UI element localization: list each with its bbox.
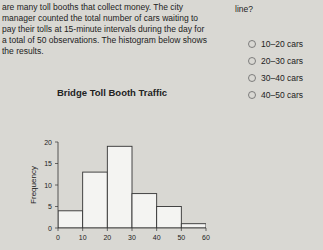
question: line? [235, 4, 253, 14]
y-tick-label: 5 [48, 203, 52, 210]
y-tick [55, 228, 58, 229]
bar [107, 146, 132, 228]
x-tick-label: 20 [103, 234, 111, 241]
x-tick-label: 10 [79, 234, 87, 241]
y-tick [55, 185, 58, 186]
y-tick-label: 15 [44, 160, 52, 167]
paragraph-line: are many toll booths that collect money.… [2, 2, 184, 12]
paragraph-line: a total of 50 observations. The histogra… [2, 35, 207, 45]
x-tick-label: 60 [202, 234, 210, 241]
x-tick-label: 30 [128, 234, 136, 241]
x-tick [156, 228, 157, 231]
y-tick-label: 20 [44, 139, 52, 146]
y-tick-label: 10 [44, 182, 52, 189]
paragraph-line: the results. [2, 46, 44, 56]
option: 20–30 cars [261, 56, 303, 66]
x-tick-label: 50 [177, 234, 185, 241]
y-tick [55, 142, 58, 143]
x-tick-label: 40 [153, 234, 161, 241]
paragraph-line: pay their tolls at 15-minute intervals d… [2, 24, 204, 34]
bar [132, 194, 157, 228]
radio-button[interactable] [249, 75, 256, 82]
bar [58, 211, 83, 228]
radio-button[interactable] [249, 58, 256, 65]
radio-button[interactable] [249, 41, 256, 48]
y-tick [55, 163, 58, 164]
option: 10–20 cars [261, 39, 303, 49]
x-tick [82, 228, 83, 231]
bar [83, 172, 108, 228]
bar [157, 207, 182, 229]
x-tick [107, 228, 108, 231]
x-tick [181, 228, 182, 231]
paragraph-line: manager counted the total number of cars… [2, 13, 198, 23]
x-tick-label: 0 [56, 234, 60, 241]
x-tick [58, 228, 59, 231]
radio-button[interactable] [249, 92, 256, 99]
y-tick [55, 206, 58, 207]
bars [58, 146, 206, 228]
x-tick [206, 228, 207, 231]
y-tick-label: 0 [48, 225, 52, 232]
chart-title: Bridge Toll Booth Traffic [57, 87, 167, 98]
bar [181, 224, 206, 228]
option: 30–40 cars [261, 73, 303, 83]
page: are many toll booths that collect money.… [0, 0, 323, 250]
y-axis-label: Frequency [29, 166, 38, 204]
x-tick [132, 228, 133, 231]
option: 40–50 cars [261, 90, 303, 100]
